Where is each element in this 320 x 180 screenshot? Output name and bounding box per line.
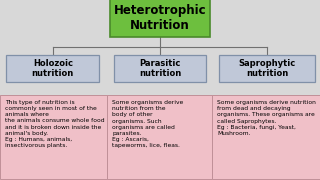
Text: This type of nutrition is
commonly seen in most of the
animals where
the animals: This type of nutrition is commonly seen … bbox=[5, 100, 105, 148]
Text: Some organisms derive
nutrition from the
body of other
organisms. Such
organisms: Some organisms derive nutrition from the… bbox=[112, 100, 183, 148]
Text: Heterotrophic
Nutrition: Heterotrophic Nutrition bbox=[114, 4, 206, 32]
Text: Saprophytic
nutrition: Saprophytic nutrition bbox=[239, 59, 296, 78]
FancyBboxPatch shape bbox=[0, 94, 107, 179]
FancyBboxPatch shape bbox=[114, 55, 206, 82]
Text: Holozoic
nutrition: Holozoic nutrition bbox=[32, 59, 74, 78]
FancyBboxPatch shape bbox=[110, 0, 210, 37]
Text: Some organisms derive nutrition
from dead and decaying
organisms. These organism: Some organisms derive nutrition from dea… bbox=[217, 100, 316, 136]
FancyBboxPatch shape bbox=[219, 55, 315, 82]
FancyBboxPatch shape bbox=[6, 55, 99, 82]
FancyBboxPatch shape bbox=[107, 94, 212, 179]
FancyBboxPatch shape bbox=[212, 94, 320, 179]
Text: Parasitic
nutrition: Parasitic nutrition bbox=[139, 59, 181, 78]
